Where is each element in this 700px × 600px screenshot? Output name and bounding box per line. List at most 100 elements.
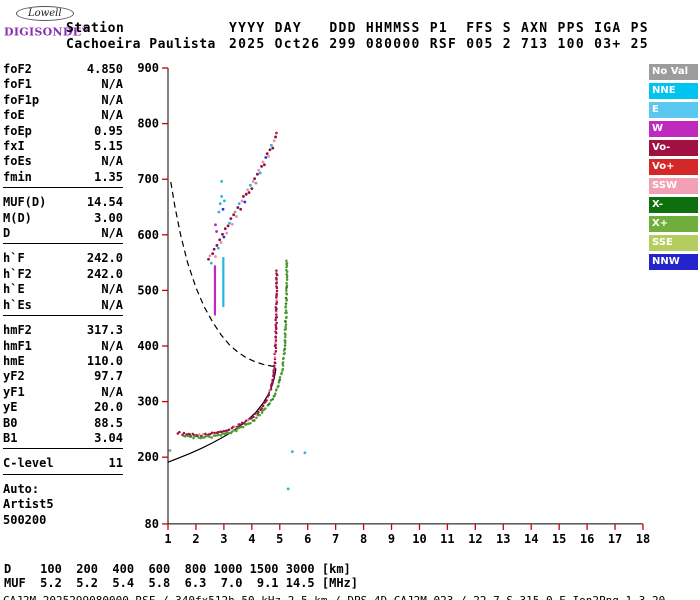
param-label: yE [3,400,18,415]
legend-item-vo-: Vo- [649,140,698,156]
param-value: N/A [101,108,123,123]
param-row-foF1p: foF1p N/A [3,93,123,108]
param-row-hmF2: hmF2 317.3 [3,323,123,338]
param-row-fxI: fxI 5.15 [3,139,123,154]
parameter-panel: foF2 4.850 foF1 N/A foF1p N/A foE N/A foEp 0.95 fx… [3,62,123,535]
svg-text:200: 200 [137,450,159,464]
param-group: hmF2 317.3 hmF1 N/A hmE 110.0 yF2 97.7 yF1 N/A yE 2… [3,323,123,450]
param-label: foEp [3,123,32,138]
param-value: 242.0 [86,251,123,266]
param-row-h`F: h`F 242.0 [3,251,123,266]
distance-row: D 100 200 400 600 800 1000 1500 3000 [km… [4,562,351,576]
param-group: foF2 4.850 foF1 N/A foF1p N/A foE N/A foEp 0.95 fx… [3,62,123,189]
param-label: fmin [3,169,32,184]
svg-text:14: 14 [524,532,538,546]
param-row-foF2: foF2 4.850 [3,62,123,77]
param-row-yE: yE 20.0 [3,400,123,415]
param-label: hmE [3,353,25,368]
legend-item-nnw: NNW [649,254,698,270]
param-value: N/A [101,384,123,399]
svg-text:6: 6 [304,532,311,546]
svg-text:16: 16 [580,532,594,546]
svg-text:11: 11 [440,532,454,546]
param-row-h`E: h`E N/A [3,282,123,297]
svg-text:13: 13 [496,532,510,546]
param-label: foF1 [3,77,32,92]
param-label: foE [3,108,25,123]
param-group: C-level 11 [3,456,123,475]
svg-text:500: 500 [137,283,159,297]
svg-text:10: 10 [412,532,426,546]
registered-mark: ® [81,24,89,33]
param-label: Auto: [3,481,40,496]
param-group: MUF(D) 14.54 M(D) 3.00 D N/A [3,195,123,245]
header-values: 2025 Oct26 299 080000 RSF 005 2 713 100 … [229,37,649,52]
param-label: D [3,226,11,241]
param-label: M(D) [3,210,32,225]
svg-text:8: 8 [360,532,367,546]
svg-text:600: 600 [137,228,159,242]
param-value: 110.0 [86,353,123,368]
param-label: foF1p [3,92,40,107]
param-value: 97.7 [94,369,123,384]
param-value: 88.5 [94,415,123,430]
param-row-MUF(D): MUF(D) 14.54 [3,195,123,210]
param-row-foF1: foF1 N/A [3,77,123,92]
legend-item-nne: NNE [649,83,698,99]
param-row-fmin: fmin 1.35 [3,170,123,185]
param-label: h`E [3,282,25,297]
param-value: N/A [101,226,123,241]
param-label: hmF2 [3,323,32,338]
param-group: h`F 242.0 h`F2 242.0 h`E N/A h`Es N/A [3,251,123,317]
param-row-h`Es: h`Es N/A [3,298,123,313]
param-value: N/A [101,297,123,312]
param-row-500200: 500200 [3,513,123,528]
svg-text:9: 9 [388,532,395,546]
lowell-logo-oval: Lowell [16,6,74,21]
param-label: fxI [3,139,25,154]
svg-text:5: 5 [276,532,283,546]
svg-text:80: 80 [145,517,159,531]
svg-text:15: 15 [552,532,566,546]
svg-text:1: 1 [164,532,171,546]
param-row-h`F2: h`F2 242.0 [3,267,123,282]
param-value: N/A [101,338,123,353]
param-label: B0 [3,415,18,430]
param-row-foEs: foEs N/A [3,154,123,169]
param-value: 11 [108,456,123,471]
param-group: Auto: Artist5 500200 [3,482,123,528]
digisonde-logo-text: DIGISONDE® [4,24,89,39]
param-label: hmF1 [3,338,32,353]
param-label: MUF(D) [3,195,47,210]
param-label: 500200 [3,512,47,527]
param-label: foEs [3,154,32,169]
station-label: Station [66,21,125,36]
param-label: yF2 [3,369,25,384]
param-value: 242.0 [86,266,123,281]
svg-text:300: 300 [137,395,159,409]
file-footer: CAJ2M_2025299080000.RSF / 340fx512h 50 k… [3,594,665,600]
param-label: h`F [3,251,25,266]
param-row-foE: foE N/A [3,108,123,123]
svg-text:3: 3 [220,532,227,546]
param-row-hmE: hmE 110.0 [3,354,123,369]
svg-text:2: 2 [192,532,199,546]
station-name: Cachoeira Paulista [66,37,216,52]
param-label: foF2 [3,62,32,76]
param-row-Auto:: Auto: [3,482,123,497]
param-row-C-level: C-level 11 [3,456,123,471]
param-value: N/A [101,282,123,297]
legend-item-x-: X- [649,197,698,213]
param-label: h`F2 [3,266,32,281]
param-row-B1: B1 3.04 [3,431,123,446]
direction-legend: No Val NNE E W Vo- Vo+ SSW X- X+ SSE NNW [649,64,698,273]
param-value: 3.00 [94,210,123,225]
param-label: Artist5 [3,497,54,512]
svg-text:700: 700 [137,172,159,186]
param-value: 20.0 [94,400,123,415]
param-label: C-level [3,456,54,471]
svg-text:17: 17 [608,532,622,546]
param-value: 4.850 [86,62,123,76]
